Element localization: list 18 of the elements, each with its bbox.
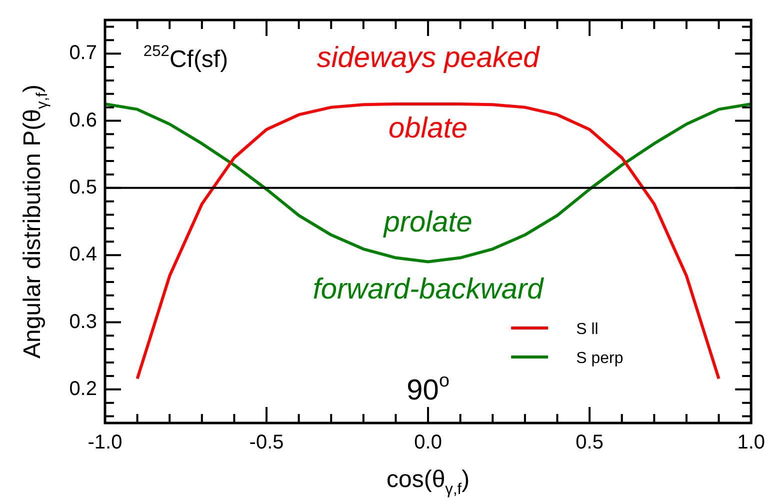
legend-label: S perp bbox=[576, 350, 624, 367]
x-tick-label: 1.0 bbox=[737, 432, 766, 454]
x-tick-label: -1.0 bbox=[88, 432, 122, 454]
y-tick-label: 0.2 bbox=[69, 378, 97, 400]
x-tick-label: 0.5 bbox=[576, 432, 604, 454]
y-tick-label: 0.5 bbox=[69, 176, 97, 198]
y-tick-label: 0.4 bbox=[69, 244, 97, 266]
x-tick-label: 0.0 bbox=[414, 432, 442, 454]
annotation: sideways peaked bbox=[316, 42, 540, 74]
annotation: oblate bbox=[388, 112, 468, 145]
y-axis-title: Angular distribution P(θγ,f) bbox=[19, 84, 52, 358]
annotation: prolate bbox=[382, 206, 472, 239]
x-tick-label: -0.5 bbox=[249, 432, 284, 454]
y-tick-label: 0.6 bbox=[69, 109, 97, 132]
y-tick-label: 0.3 bbox=[69, 310, 97, 333]
y-tick-label: 0.7 bbox=[69, 42, 97, 64]
annotation: forward-backward bbox=[312, 274, 544, 306]
legend-label: S ll bbox=[576, 321, 598, 338]
